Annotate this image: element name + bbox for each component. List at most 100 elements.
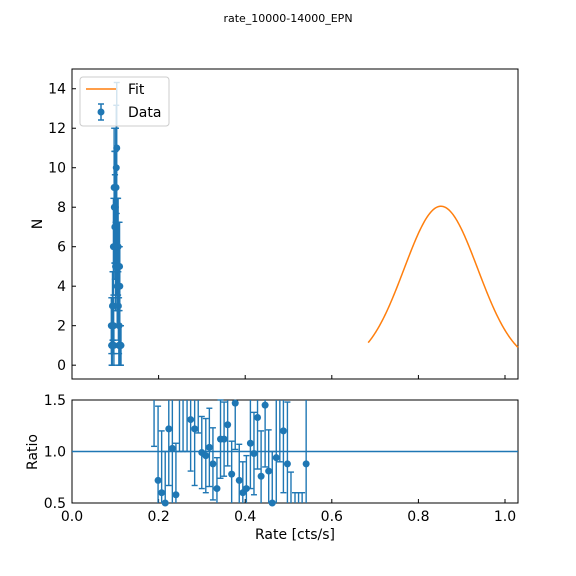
data-point-marker xyxy=(117,341,125,349)
ratio-point xyxy=(158,430,166,503)
ratio-point xyxy=(246,400,254,490)
ratio-point xyxy=(172,442,180,503)
top-plot-frame xyxy=(71,68,519,380)
top-ytick-label: 6 xyxy=(57,240,66,256)
top-xticks xyxy=(71,375,506,379)
bottom-xticks: 0.0 0.2 0.4 0.6 0.8 1.0 xyxy=(61,499,516,525)
ratio-point xyxy=(254,400,262,470)
ratio-point-marker xyxy=(283,460,291,468)
ratio-point xyxy=(151,400,158,448)
top-ytick-label: 2 xyxy=(57,319,66,335)
top-ytick-label: 12 xyxy=(48,121,66,137)
bottom-panel: Ratio Rate [cts/s] 0.51.01.5 0.0 0.2 0.4 0.… xyxy=(25,393,519,543)
ratio-point xyxy=(202,417,210,494)
figure-title: rate_10000-14000_EPN xyxy=(223,12,352,25)
ratio-point xyxy=(257,430,265,503)
ratio-point-marker xyxy=(224,421,232,429)
top-ylabel: N xyxy=(30,219,46,229)
ratio-point xyxy=(279,400,287,494)
ratio-point-marker xyxy=(205,443,213,451)
ratio-point xyxy=(295,492,302,503)
ratio-point xyxy=(268,450,276,507)
bottom-xtick-label: 0.4 xyxy=(234,509,256,525)
ratio-point xyxy=(242,454,250,503)
ratio-point xyxy=(154,405,162,503)
legend-data-label: Data xyxy=(128,105,161,121)
data-point-marker xyxy=(110,341,118,349)
ratio-point xyxy=(272,400,280,503)
bottom-ylabel: Ratio xyxy=(25,434,41,470)
ratio-point-marker xyxy=(209,460,217,468)
ratio-point-marker xyxy=(187,416,195,424)
ratio-point-marker xyxy=(246,439,254,447)
ratio-point xyxy=(184,400,191,453)
bottom-xtick-label: 0.8 xyxy=(407,509,429,525)
top-ytick-label: 0 xyxy=(57,358,66,374)
top-ytick-label: 4 xyxy=(57,279,66,295)
ratio-point xyxy=(231,399,239,451)
ratio-point-marker xyxy=(158,489,166,497)
bottom-xlabel: Rate [cts/s] xyxy=(255,527,335,543)
ratio-point-marker xyxy=(250,450,258,458)
bottom-xtick-label: 0.0 xyxy=(61,509,83,525)
ratio-point xyxy=(220,401,228,477)
ratio-point-marker xyxy=(168,444,176,452)
ratio-point xyxy=(195,400,202,434)
ratio-point xyxy=(180,400,187,453)
data-point xyxy=(110,324,118,366)
ratio-point-marker xyxy=(261,401,269,409)
legend-data-marker xyxy=(97,108,105,116)
ratio-data-series xyxy=(151,399,310,507)
ratio-point xyxy=(209,427,217,501)
top-yticks: 0 2 4 6 8 10 12 14 xyxy=(48,82,76,374)
ratio-point xyxy=(283,401,291,503)
ratio-point-marker xyxy=(202,452,210,460)
bottom-xtick-label: 0.2 xyxy=(147,509,169,525)
data-point xyxy=(117,324,125,366)
bottom-ytick-label: 0.5 xyxy=(44,496,66,512)
ratio-point-marker xyxy=(228,470,236,478)
bottom-xtick-label: 1.0 xyxy=(494,509,516,525)
ratio-point xyxy=(224,400,232,467)
ratio-point xyxy=(302,400,310,503)
bottom-yticks: 0.5 1.0 1.5 xyxy=(44,393,76,512)
ratio-point-marker xyxy=(265,467,273,475)
ratio-point-marker xyxy=(165,425,173,433)
ratio-point-marker xyxy=(302,460,310,468)
data-point-marker xyxy=(116,282,124,290)
ratio-point xyxy=(292,492,298,503)
ratio-point xyxy=(235,443,243,503)
ratio-point xyxy=(187,400,195,472)
top-panel: N 0 2 4 6 8 10 12 14 Fit Data xyxy=(30,68,519,380)
bottom-ytick-label: 1.5 xyxy=(44,393,66,409)
ratio-point-marker xyxy=(231,399,239,407)
top-ytick-label: 10 xyxy=(48,161,66,177)
ratio-point xyxy=(261,400,269,468)
ratio-point xyxy=(213,456,221,503)
data-point-marker xyxy=(113,144,121,152)
ratio-point xyxy=(168,400,176,503)
ratio-point-marker xyxy=(213,485,221,493)
ratio-point-marker xyxy=(268,499,276,507)
ratio-point xyxy=(265,429,273,503)
legend: Fit Data xyxy=(79,76,170,127)
ratio-point-marker xyxy=(254,414,262,422)
ratio-point xyxy=(165,400,173,487)
ratio-point-marker xyxy=(235,476,243,484)
ratio-point-marker xyxy=(191,425,199,433)
ratio-point xyxy=(205,407,213,488)
ratio-point xyxy=(299,492,306,503)
ratio-point xyxy=(191,400,199,487)
ratio-point xyxy=(276,400,283,463)
legend-fit-label: Fit xyxy=(128,82,145,98)
ratio-point-marker xyxy=(279,427,287,435)
fit-series xyxy=(367,205,519,348)
bottom-xtick-label: 0.6 xyxy=(321,509,343,525)
ratio-point xyxy=(250,411,258,496)
data-series xyxy=(107,81,125,366)
bottom-ytick-label: 1.0 xyxy=(44,445,66,461)
top-ytick-label: 14 xyxy=(48,82,66,98)
fit-curve xyxy=(367,205,519,348)
ratio-point-marker xyxy=(242,485,250,493)
